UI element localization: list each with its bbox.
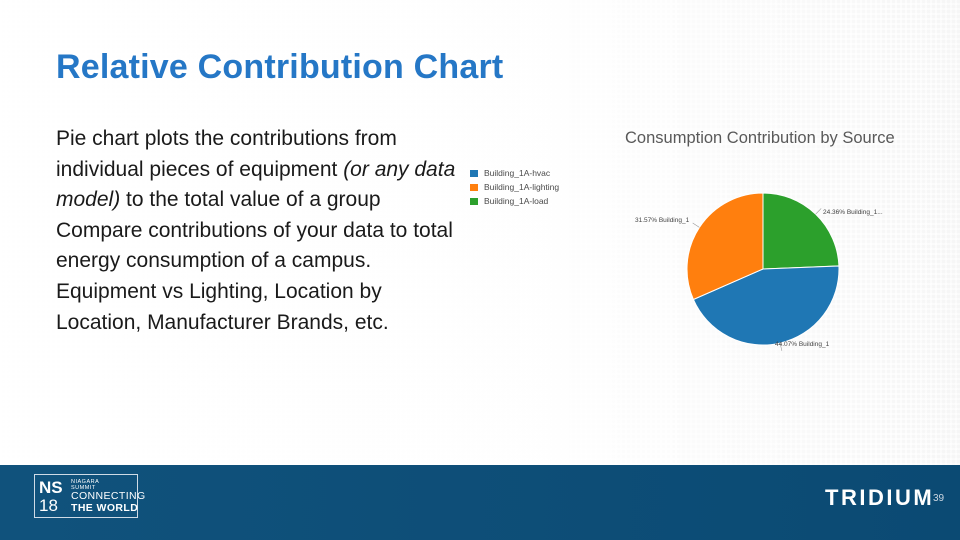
logo-the-world-text: THE WORLD	[71, 501, 139, 514]
chart-legend: Building_1A-hvac Building_1A-lighting Bu…	[470, 166, 559, 208]
legend-item-hvac: Building_1A-hvac	[470, 166, 559, 180]
body-text-1-end: to the total value of a group	[120, 188, 381, 212]
logo-summit-text: SUMMIT	[71, 485, 96, 491]
chart-title: Consumption Contribution by Source	[625, 129, 895, 147]
legend-swatch-load	[470, 197, 478, 205]
slide-title: Relative Contribution Chart	[56, 48, 504, 86]
legend-label-hvac: Building_1A-hvac	[484, 168, 551, 178]
legend-swatch-lighting	[470, 183, 478, 191]
body-paragraph-3: Equipment vs Lighting, Location by Locat…	[56, 279, 389, 334]
logo-ns-text: NS	[39, 478, 63, 497]
slide-body: Pie chart plots the contributions from i…	[56, 124, 456, 338]
slice-label-lighting: 31.57% Building_1	[635, 217, 690, 224]
logo-year-text: 18	[39, 496, 58, 515]
footer-bar	[0, 465, 960, 540]
logo-connecting-text: CONNECTING	[71, 490, 146, 502]
logo-niagara-text: NIAGARA	[71, 479, 100, 485]
tridium-logo: TRIDIUM	[825, 485, 935, 510]
page-number: 39	[933, 493, 945, 504]
body-paragraph-2: Compare contributions of your data to to…	[56, 218, 453, 273]
slice-label-load: 24.36% Building_1...	[823, 209, 883, 216]
legend-item-lighting: Building_1A-lighting	[470, 180, 559, 194]
body-paragraph-1: Pie chart plots the contributions from i…	[56, 124, 456, 216]
logo-wordmark: NIAGARA SUMMIT CONNECTING THE WORLD	[71, 479, 146, 514]
legend-item-load: Building_1A-load	[470, 194, 559, 208]
body-text-1-italic: (or any data model)	[56, 157, 456, 212]
body-text-1: Pie chart plots the contributions from i…	[56, 127, 397, 181]
niagara-summit-logo: NS 18 NIAGARA SUMMIT CONNECTING THE WORL…	[34, 474, 145, 518]
slice-label-hvac: 44.07% Building_1	[775, 341, 830, 348]
legend-swatch-hvac	[470, 169, 478, 177]
legend-label-lighting: Building_1A-lighting	[484, 182, 560, 192]
ns18-mark: NS 18	[37, 477, 69, 515]
legend-label-load: Building_1A-load	[484, 196, 549, 206]
